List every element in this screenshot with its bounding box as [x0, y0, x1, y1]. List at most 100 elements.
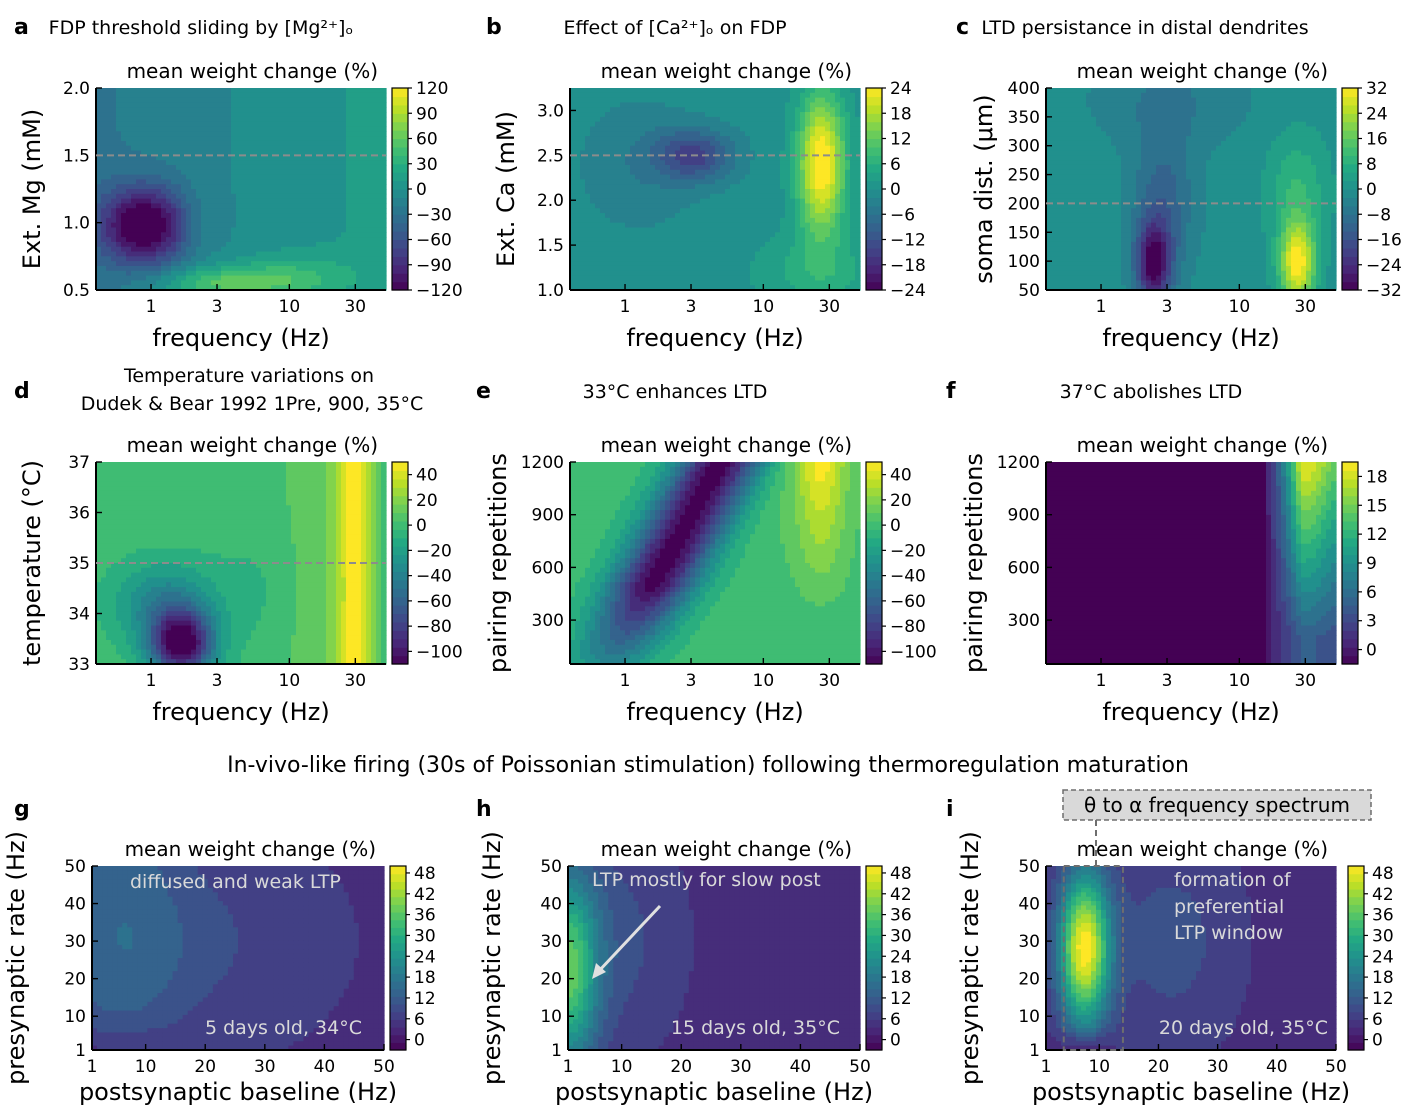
heatmap-cell	[381, 184, 387, 189]
heatmap-cell	[735, 179, 741, 184]
heatmap-cell	[805, 131, 811, 136]
heatmap-cell	[316, 247, 322, 252]
heatmap-cell	[176, 112, 182, 117]
heatmap-cell	[785, 189, 791, 194]
heatmap-cell	[271, 179, 277, 184]
heatmap-cell	[331, 126, 337, 131]
heatmap-cell	[201, 276, 207, 281]
heatmap-cell	[580, 184, 586, 189]
heatmap-cell	[101, 112, 107, 117]
heatmap-cell	[166, 184, 172, 189]
heatmap-cell	[855, 247, 861, 252]
heatmap-cell	[316, 117, 322, 122]
heatmap-cell	[316, 160, 322, 165]
heatmap-cell	[620, 232, 626, 237]
heatmap-cell	[720, 179, 726, 184]
heatmap-cell	[146, 98, 152, 103]
heatmap-cell	[680, 223, 686, 228]
heatmap-cell	[600, 117, 606, 122]
heatmap-cell	[111, 232, 117, 237]
heatmap-cell	[850, 208, 856, 213]
heatmap-cell	[745, 93, 751, 98]
heatmap-cell	[106, 189, 112, 194]
heatmap-cell	[166, 280, 172, 285]
heatmap-cell	[660, 256, 666, 261]
heatmap-cell	[336, 126, 342, 131]
heatmap-cell	[740, 122, 746, 127]
heatmap-cell	[131, 179, 137, 184]
heatmap-cell	[735, 252, 741, 257]
heatmap-cell	[825, 252, 831, 257]
heatmap-cell	[655, 208, 661, 213]
heatmap-cell	[266, 227, 272, 232]
heatmap-cell	[605, 122, 611, 127]
heatmap-cell	[725, 112, 731, 117]
heatmap-cell	[351, 199, 357, 204]
heatmap-cell	[805, 247, 811, 252]
heatmap-cell	[366, 136, 372, 141]
heatmap-cell	[271, 213, 277, 218]
colorbar-segment	[866, 248, 882, 257]
heatmap-cell	[166, 98, 172, 103]
heatmap-cell	[715, 122, 721, 127]
heatmap-cell	[665, 232, 671, 237]
heatmap-cell	[665, 146, 671, 151]
heatmap-cell	[590, 93, 596, 98]
colorbar-tick-label: −120	[416, 281, 463, 301]
heatmap-cell	[615, 170, 621, 175]
heatmap-cell	[785, 107, 791, 112]
heatmap-cell	[775, 261, 781, 266]
heatmap-cell	[101, 98, 107, 103]
heatmap-cell	[121, 213, 127, 218]
heatmap-cell	[306, 194, 312, 199]
heatmap-cell	[670, 165, 676, 170]
heatmap-cell	[765, 175, 771, 180]
heatmap-cell	[296, 175, 302, 180]
heatmap-cell	[176, 102, 182, 107]
heatmap-cell	[381, 218, 387, 223]
heatmap-cell	[251, 237, 257, 242]
heatmap-cell	[126, 232, 132, 237]
heatmap-cell	[575, 126, 581, 131]
heatmap-cell	[585, 247, 591, 252]
heatmap-cell	[376, 271, 382, 276]
heatmap-cell	[595, 102, 601, 107]
heatmap-cell	[660, 93, 666, 98]
heatmap-cell	[685, 194, 691, 199]
heatmap-cell	[216, 213, 222, 218]
heatmap-cell	[605, 218, 611, 223]
x-axis-label: frequency (Hz)	[626, 324, 803, 352]
heatmap-cell	[715, 160, 721, 165]
heatmap-cell	[710, 199, 716, 204]
heatmap-cell	[126, 247, 132, 252]
heatmap-cell	[745, 280, 751, 285]
heatmap-cell	[650, 199, 656, 204]
heatmap-cell	[785, 232, 791, 237]
heatmap-cell	[830, 107, 836, 112]
heatmap-cell	[625, 237, 631, 242]
heatmap-cell	[740, 218, 746, 223]
heatmap-cell	[655, 160, 661, 165]
heatmap-cell	[620, 141, 626, 146]
heatmap-cell	[291, 213, 297, 218]
colorbar-segment	[866, 147, 882, 156]
heatmap-cell	[710, 194, 716, 199]
heatmap-cell	[740, 213, 746, 218]
heatmap-cell	[296, 141, 302, 146]
heatmap-cell	[221, 271, 227, 276]
heatmap-cell	[341, 146, 347, 151]
heatmap-cell	[630, 179, 636, 184]
heatmap-cell	[680, 131, 686, 136]
heatmap-cell	[745, 252, 751, 257]
heatmap-cell	[605, 102, 611, 107]
heatmap-cell	[116, 261, 122, 266]
heatmap-cell	[805, 126, 811, 131]
heatmap-cell	[156, 194, 162, 199]
heatmap-cell	[161, 165, 167, 170]
heatmap-cell	[141, 93, 147, 98]
heatmap-cell	[585, 227, 591, 232]
heatmap-cell	[690, 126, 696, 131]
heatmap-cell	[855, 107, 861, 112]
heatmap-cell	[381, 131, 387, 136]
heatmap-cell	[311, 271, 317, 276]
